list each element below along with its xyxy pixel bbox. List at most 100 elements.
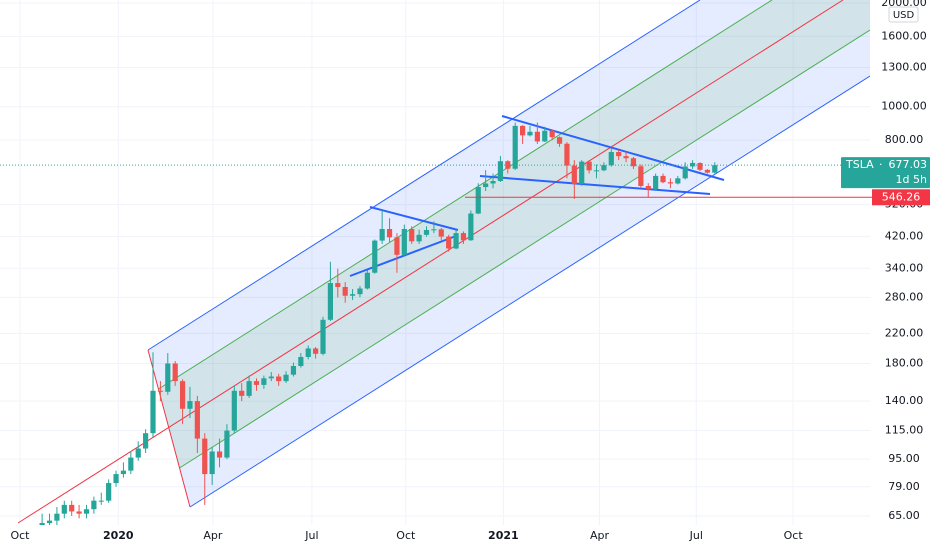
candle-body bbox=[349, 294, 356, 296]
candle-body bbox=[46, 520, 53, 524]
x-tick-label: Oct bbox=[396, 529, 416, 542]
price-line-label-box bbox=[872, 189, 930, 206]
price-line-label: 546.26 bbox=[882, 190, 921, 203]
candle-body bbox=[246, 381, 252, 396]
candle-body bbox=[253, 381, 260, 385]
candle-body bbox=[675, 178, 681, 184]
candle-body bbox=[571, 165, 577, 184]
candle-body bbox=[483, 183, 489, 188]
candle-body bbox=[231, 390, 237, 431]
candle-body bbox=[172, 363, 178, 382]
x-tick-label: Oct bbox=[10, 529, 30, 542]
x-tick-label: 2020 bbox=[103, 529, 134, 542]
y-tick-label: 2000.00 bbox=[881, 0, 927, 9]
candles bbox=[0, 122, 870, 525]
candle-body bbox=[335, 283, 341, 288]
pitchfork-upper bbox=[147, 0, 701, 351]
candle-body bbox=[527, 131, 533, 136]
candle-body bbox=[283, 374, 289, 382]
candle-body bbox=[54, 513, 60, 521]
candle-body bbox=[460, 233, 467, 241]
candle-body bbox=[135, 448, 141, 458]
candle-body bbox=[239, 390, 245, 396]
y-tick-label: 79.00 bbox=[888, 480, 920, 493]
pitchfork-green-upper bbox=[158, 0, 773, 390]
y-tick-label: 1300.00 bbox=[881, 60, 927, 73]
candle-body bbox=[630, 158, 637, 167]
candle-body bbox=[364, 272, 370, 289]
candle-body bbox=[120, 470, 127, 475]
candle-body bbox=[320, 319, 326, 354]
candle-body bbox=[91, 500, 97, 510]
candle-body bbox=[379, 228, 385, 241]
y-tick-label: 95.00 bbox=[888, 452, 920, 465]
y-tick-label: 115.00 bbox=[885, 424, 924, 437]
candle-body bbox=[689, 162, 696, 167]
currency-label: USD bbox=[893, 10, 915, 21]
candle-body bbox=[69, 504, 75, 512]
candle-body bbox=[276, 376, 282, 382]
pitchfork-outer-zone bbox=[148, 0, 870, 507]
candle-body bbox=[593, 170, 600, 172]
y-tick-label: 1000.00 bbox=[881, 100, 927, 113]
candle-body bbox=[305, 348, 311, 357]
candle-body bbox=[143, 433, 149, 449]
candle-body bbox=[586, 161, 592, 171]
pitchfork-green-lower bbox=[179, 29, 870, 469]
axes: 65.00 79.00 95.00 115.00 140.00 180.00 220.00 2… bbox=[10, 0, 930, 542]
x-tick-label: Apr bbox=[590, 529, 610, 542]
candle-body bbox=[165, 363, 171, 392]
pitchfork-inner-zone bbox=[158, 0, 870, 468]
candle-body bbox=[76, 511, 82, 514]
y-tick-label: 65.00 bbox=[888, 509, 920, 522]
y-tick-label: 420.00 bbox=[885, 230, 924, 243]
x-tick-label: Jul bbox=[689, 529, 703, 542]
x-tick-label: Oct bbox=[784, 529, 804, 542]
candle-body bbox=[394, 237, 400, 255]
candle-body bbox=[423, 229, 430, 235]
candle-body bbox=[61, 504, 67, 514]
candle-body bbox=[106, 483, 112, 501]
candle-body bbox=[128, 457, 134, 471]
candle-body bbox=[386, 228, 393, 238]
candle-body bbox=[372, 240, 378, 273]
y-tick-label: 140.00 bbox=[885, 394, 924, 407]
candle-body bbox=[623, 156, 629, 159]
candle-body bbox=[682, 166, 688, 179]
candle-body bbox=[519, 125, 526, 136]
candle-body bbox=[712, 165, 718, 173]
candle-body bbox=[475, 187, 481, 214]
countdown-label: 1d 5h bbox=[896, 173, 927, 186]
symbol-label: TSLA bbox=[845, 158, 874, 171]
candle-body bbox=[579, 161, 585, 184]
last-price-label: 677.03 bbox=[889, 158, 928, 171]
candle-body bbox=[638, 166, 644, 186]
candle-body bbox=[157, 390, 163, 392]
trendline bbox=[479, 175, 711, 195]
y-tick-label: 180.00 bbox=[885, 356, 924, 369]
currency-box bbox=[888, 6, 919, 23]
y-tick-label: 800.00 bbox=[885, 133, 924, 146]
candle-body bbox=[342, 287, 348, 296]
candle-body bbox=[542, 130, 548, 142]
candle-body bbox=[179, 381, 186, 409]
candle-body bbox=[660, 175, 666, 183]
candle-body bbox=[512, 125, 518, 169]
last-price-box bbox=[841, 157, 930, 189]
candle-body bbox=[327, 283, 334, 320]
candle-body bbox=[431, 229, 437, 231]
candle-body bbox=[653, 175, 659, 190]
y-tick-label: 220.00 bbox=[885, 326, 924, 339]
candle-body bbox=[194, 401, 200, 439]
candle-body bbox=[113, 474, 119, 484]
candle-body bbox=[268, 376, 274, 379]
candle-body bbox=[608, 152, 614, 166]
x-tick-label: Apr bbox=[203, 529, 223, 542]
candle-body bbox=[438, 229, 444, 237]
trendline bbox=[349, 235, 457, 277]
candle-body bbox=[446, 236, 452, 249]
candle-body bbox=[357, 288, 363, 295]
candle-body bbox=[556, 137, 563, 144]
candle-body bbox=[564, 143, 570, 166]
candle-body bbox=[704, 169, 710, 173]
